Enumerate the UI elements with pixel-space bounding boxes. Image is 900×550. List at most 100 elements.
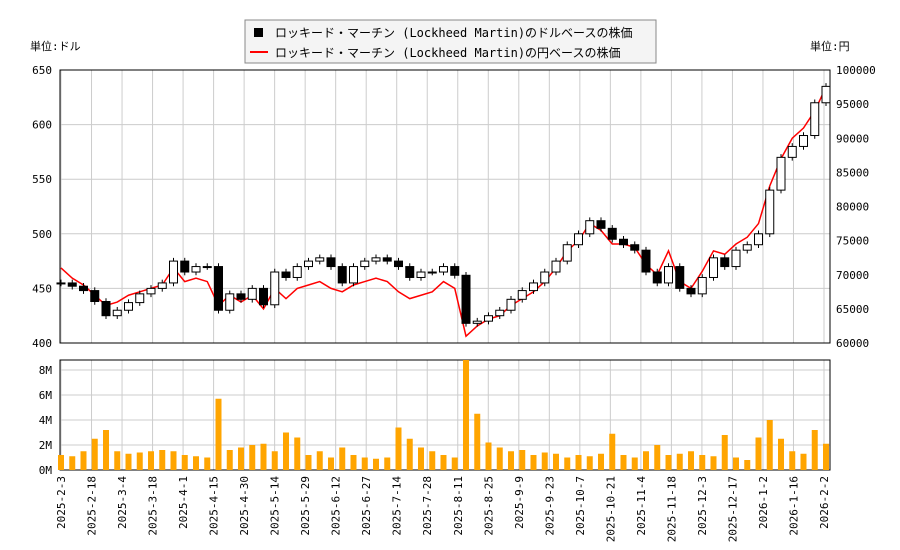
candle-body	[270, 271, 280, 306]
volume-bar	[733, 457, 739, 470]
volume-bar	[710, 456, 717, 470]
x-tick-label: 2025-12-17	[726, 476, 739, 542]
left-tick-label: 400	[32, 337, 52, 350]
candle-body	[180, 260, 190, 273]
left-unit-label: 単位:ドル	[30, 39, 81, 53]
candle-body	[664, 266, 673, 284]
candle-body	[731, 249, 741, 268]
volume-tick-label: 0M	[39, 464, 53, 477]
x-tick-label: 2025-6-12	[330, 476, 343, 536]
candle-body	[821, 85, 831, 104]
volume-bar	[339, 447, 346, 470]
candle-body	[675, 266, 685, 289]
candle-body	[90, 290, 100, 303]
x-tick-label: 2025-12-3	[696, 476, 709, 536]
volume-bar	[575, 455, 582, 470]
volume-bar	[215, 398, 222, 470]
volume-bar	[283, 432, 289, 470]
volume-bar	[508, 451, 514, 470]
candle-body	[101, 301, 111, 317]
volume-bar	[103, 430, 109, 470]
volume-bar	[598, 453, 604, 470]
candle-body	[382, 257, 392, 262]
candle-body	[236, 293, 246, 300]
volume-bar	[136, 452, 143, 470]
volume-bar	[305, 455, 312, 470]
left-tick-label: 650	[32, 64, 52, 77]
volume-bar	[496, 447, 503, 470]
legend: ロッキード・マーチン (Lockheed Martin)のドルベースの株価 ロッ…	[244, 19, 657, 64]
candle-body	[742, 244, 752, 251]
x-tick-label: 2025-5-14	[269, 476, 282, 536]
volume-bar	[631, 457, 638, 470]
candle-body	[439, 266, 448, 273]
volume-bar	[181, 455, 188, 470]
candle-body	[124, 302, 133, 311]
volume-bar	[226, 450, 233, 470]
right-tick-label: 65000	[836, 303, 869, 316]
right-tick-label: 80000	[836, 201, 869, 214]
volume-bar	[778, 438, 784, 470]
volume-bar	[530, 455, 537, 470]
volume-bar	[350, 455, 357, 470]
volume-bar	[440, 455, 447, 470]
volume-bar	[316, 451, 323, 470]
candle-body	[529, 282, 538, 292]
candle-body	[450, 266, 460, 276]
volume-tick-label: 2M	[39, 439, 53, 452]
right-tick-label: 60000	[836, 337, 869, 350]
candle-body	[506, 298, 516, 311]
volume-bar	[744, 460, 751, 470]
candle-body	[641, 249, 651, 273]
volume-bar	[384, 457, 391, 470]
candle-body	[67, 282, 77, 287]
candle-body	[720, 257, 730, 268]
candle-body	[754, 233, 763, 246]
left-tick-label: 600	[32, 119, 52, 132]
volume-bar	[519, 450, 526, 470]
volume-bar	[406, 438, 413, 470]
candle-body	[214, 266, 223, 311]
volume-tick-label: 4M	[39, 414, 53, 427]
volume-tick-label: 8M	[39, 364, 53, 377]
volume-bar	[766, 420, 773, 470]
volume-bar	[429, 451, 436, 470]
candle-body	[472, 320, 482, 324]
volume-bar	[204, 457, 211, 470]
x-tick-label: 2025-2-3	[55, 476, 68, 529]
candle-body	[349, 266, 358, 284]
candle-body	[281, 271, 291, 278]
legend-usd-marker	[254, 28, 263, 37]
x-tick-label: 2025-3-18	[147, 476, 160, 536]
candle-body	[810, 102, 820, 137]
left-tick-label: 550	[32, 173, 52, 186]
right-tick-label: 75000	[836, 235, 869, 248]
candle-body	[484, 315, 493, 322]
volume-bar	[148, 451, 154, 470]
volume-bar	[271, 451, 278, 470]
x-tick-label: 2025-11-4	[635, 476, 648, 536]
x-tick-label: 2025-10-21	[604, 476, 617, 542]
volume-bar	[58, 455, 64, 470]
legend-usd-label: ロッキード・マーチン (Lockheed Martin)のドルベースの株価	[275, 25, 632, 40]
candle-body	[326, 257, 336, 268]
x-tick-label: 2025-6-27	[360, 476, 373, 536]
candle-body	[191, 266, 201, 273]
volume-bar	[665, 455, 672, 470]
x-tick-label: 2025-11-18	[665, 476, 678, 542]
candle-body	[259, 287, 268, 306]
x-tick-label: 2025-4-1	[177, 476, 190, 529]
candle-body	[56, 282, 66, 285]
volume-bar	[755, 437, 762, 470]
volume-bar	[159, 450, 166, 470]
candle-body	[337, 266, 347, 284]
candle-body	[686, 287, 696, 295]
right-tick-label: 100000	[836, 64, 876, 77]
volume-bar	[328, 457, 334, 470]
x-tick-label: 2025-4-15	[208, 476, 221, 536]
volume-bar	[811, 430, 818, 470]
volume-bar	[688, 451, 694, 470]
candle-body	[709, 257, 718, 278]
volume-bar	[643, 451, 649, 470]
